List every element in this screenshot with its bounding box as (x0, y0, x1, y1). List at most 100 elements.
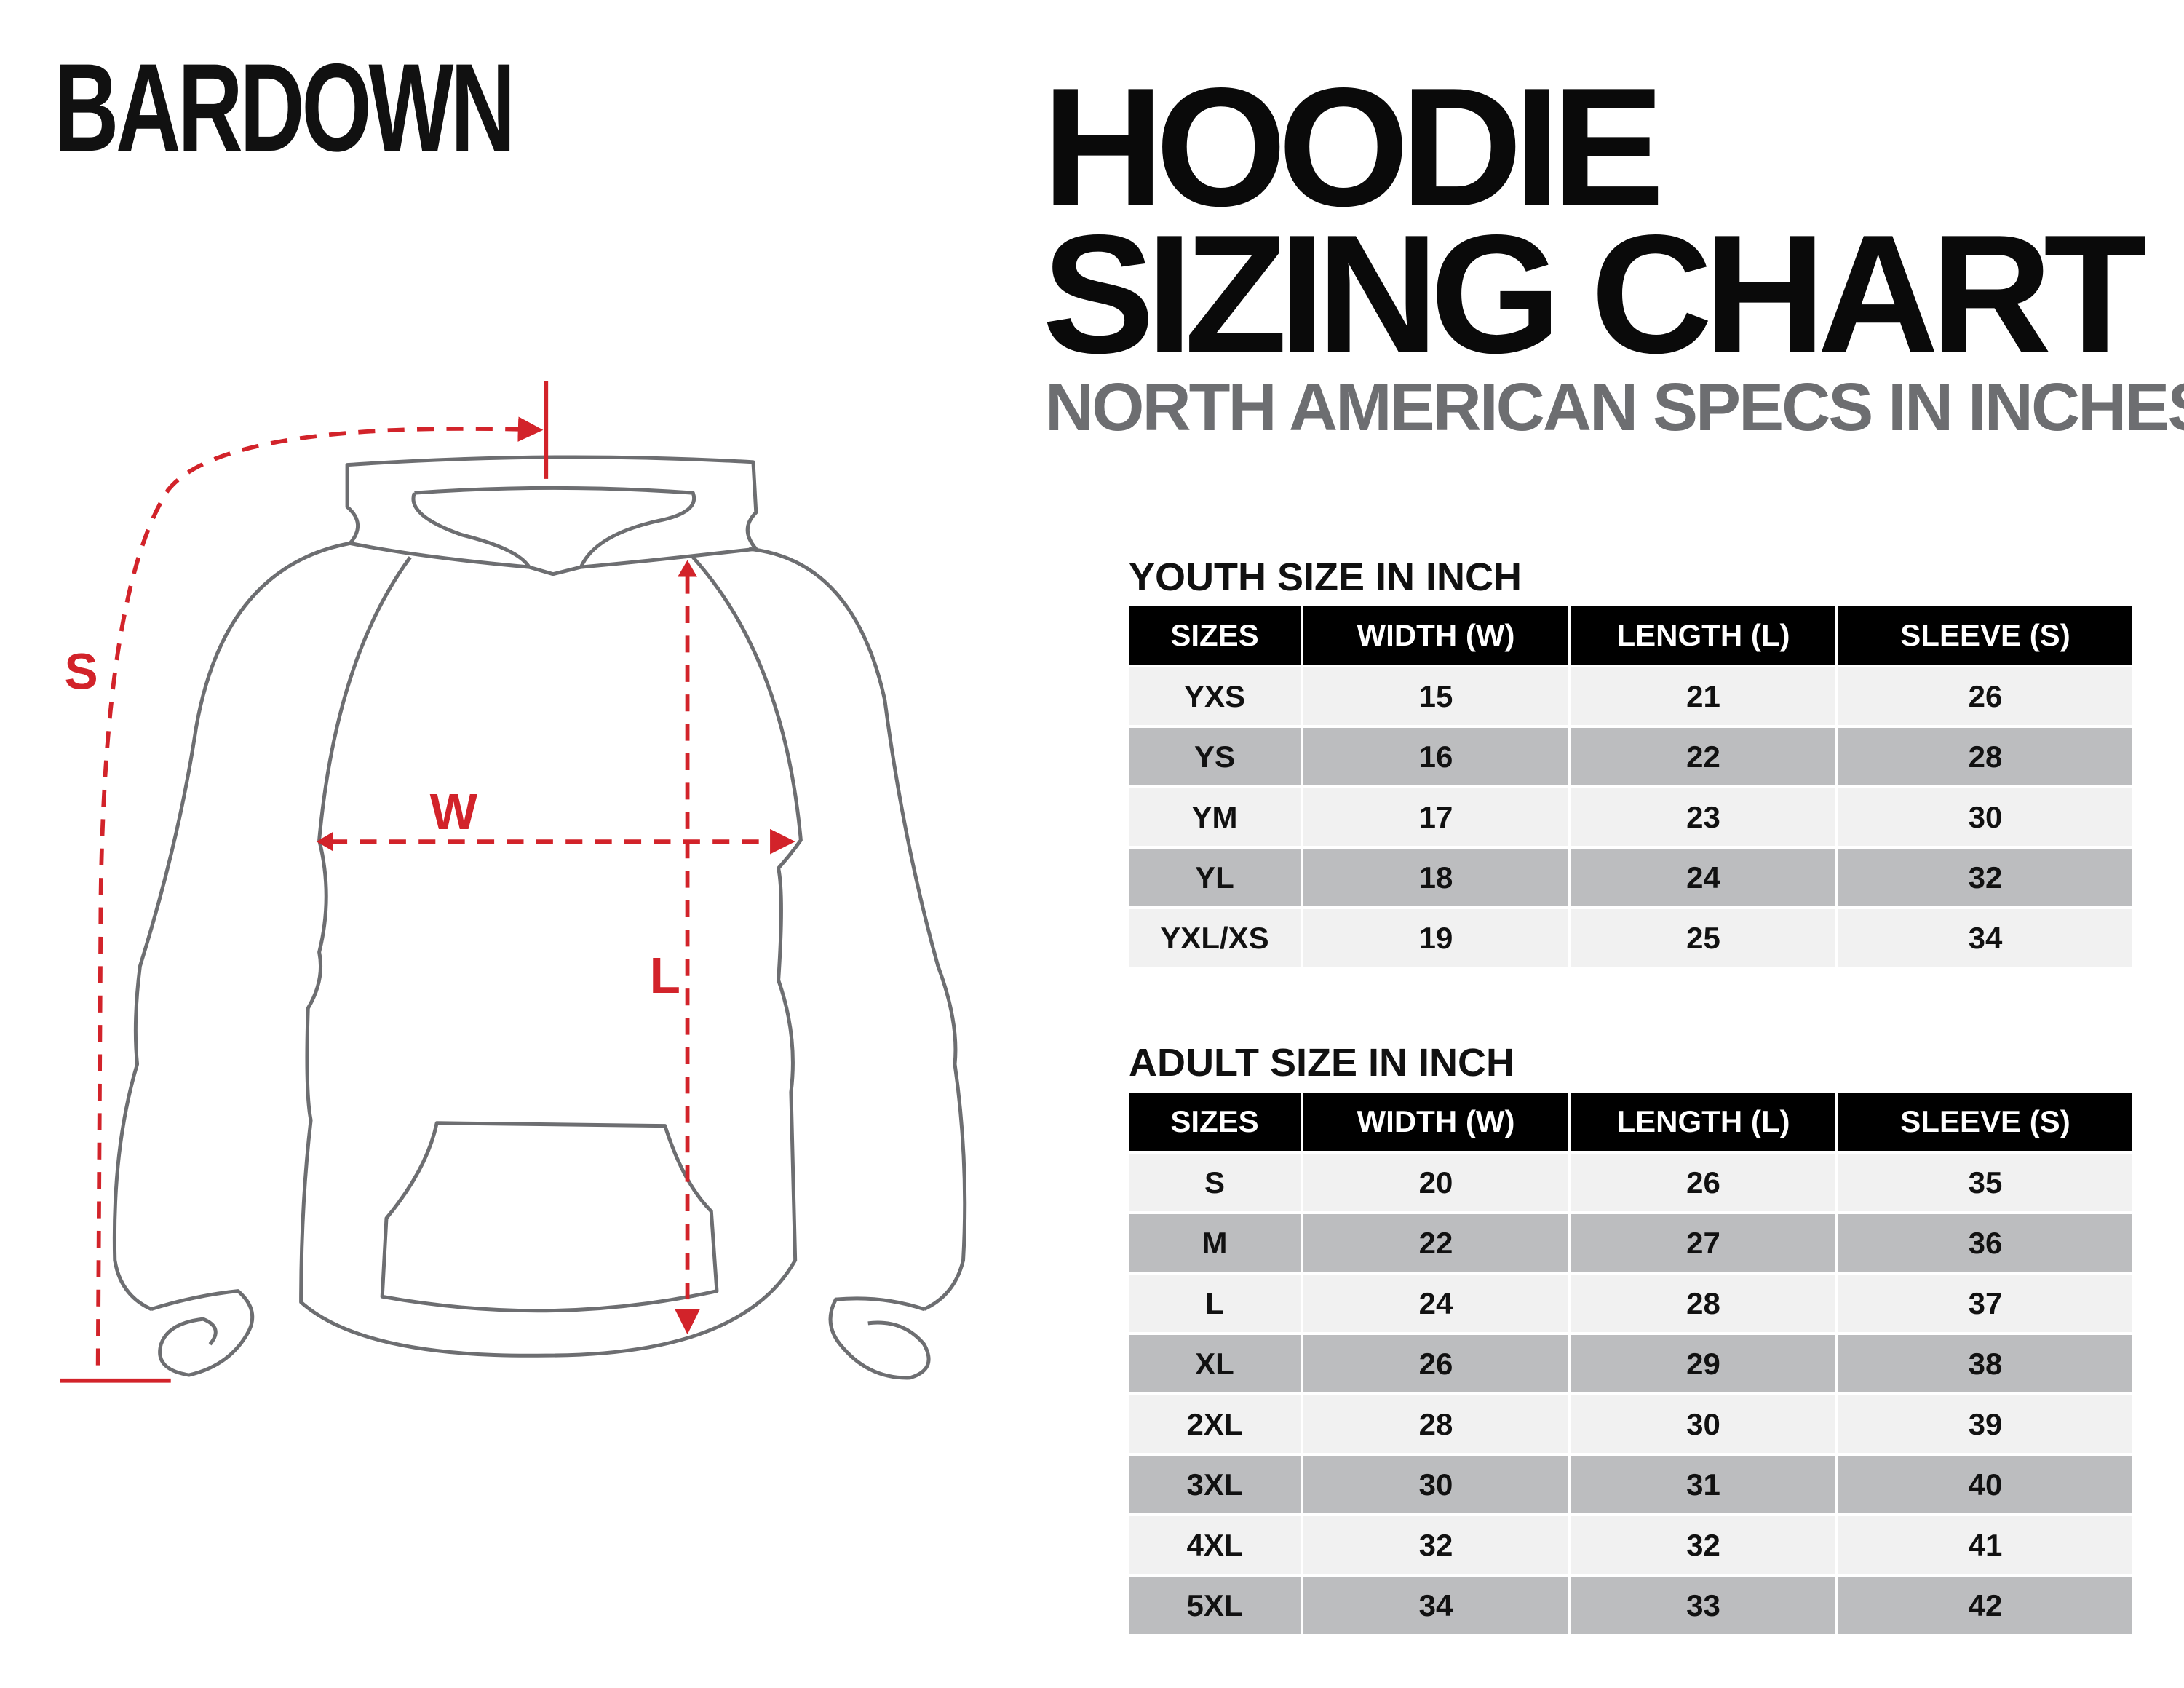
table-cell: 34 (1303, 1577, 1568, 1634)
table-cell: 28 (1303, 1395, 1568, 1453)
table-cell: 21 (1571, 667, 1835, 725)
adult-table-title: ADULT SIZE IN INCH (1129, 1041, 1514, 1085)
column-header: SLEEVE (S) (1838, 606, 2132, 665)
table-cell: 17 (1303, 788, 1568, 846)
measurement-guides (60, 381, 795, 1383)
table-cell: 33 (1571, 1577, 1835, 1634)
size-cell: YXL/XS (1129, 909, 1301, 967)
page-subtitle: NORTH AMERICAN SPECS IN INCHES (1045, 369, 2184, 445)
column-header: LENGTH (L) (1571, 606, 1835, 665)
sleeve-label: S (65, 643, 98, 700)
table-row: YM 17 23 30 (1129, 788, 2132, 846)
size-cell: 5XL (1129, 1577, 1301, 1634)
table-cell: 19 (1303, 909, 1568, 967)
table-cell: 30 (1571, 1395, 1835, 1453)
table-cell: 30 (1303, 1456, 1568, 1513)
sleeve-measure-line (95, 416, 544, 1366)
table-cell: 40 (1838, 1456, 2132, 1513)
table-row: YXL/XS 19 25 34 (1129, 909, 2132, 967)
column-header: WIDTH (W) (1303, 1093, 1568, 1151)
table-header-row: SIZES WIDTH (W) LENGTH (L) SLEEVE (S) (1129, 1093, 2132, 1151)
table-row: YL 18 24 32 (1129, 849, 2132, 906)
table-cell: 22 (1571, 728, 1835, 785)
pocket (380, 1121, 719, 1313)
table-cell: 24 (1303, 1275, 1568, 1332)
table-cell: 36 (1838, 1214, 2132, 1272)
table-cell: 23 (1571, 788, 1835, 846)
youth-table-title: YOUTH SIZE IN INCH (1129, 555, 1522, 599)
column-header: LENGTH (L) (1571, 1093, 1835, 1151)
table-cell: 15 (1303, 667, 1568, 725)
page-title-line1: HOODIE (1042, 53, 1664, 242)
bardown-logo: BARDOWN (54, 38, 515, 178)
hood-outer (345, 455, 758, 576)
adult-size-table: SIZES WIDTH (W) LENGTH (L) SLEEVE (S) S 20 26 3… (1126, 1090, 2135, 1637)
table-cell: 28 (1838, 728, 2132, 785)
table-cell: 37 (1838, 1275, 2132, 1332)
table-cell: 24 (1571, 849, 1835, 906)
table-cell: 30 (1838, 788, 2132, 846)
table-cell: 28 (1571, 1275, 1835, 1332)
table-cell: 42 (1838, 1577, 2132, 1634)
hood-opening (411, 486, 696, 568)
table-cell: 26 (1838, 667, 2132, 725)
size-cell: YXS (1129, 667, 1301, 725)
size-cell: 4XL (1129, 1516, 1301, 1574)
table-cell: 26 (1303, 1335, 1568, 1392)
table-row: 2XL 28 30 39 (1129, 1395, 2132, 1453)
right-sleeve (748, 547, 967, 1311)
table-row: YXS 15 21 26 (1129, 667, 2132, 725)
size-cell: 3XL (1129, 1456, 1301, 1513)
table-cell: 32 (1303, 1516, 1568, 1574)
table-cell: 25 (1571, 909, 1835, 967)
body (299, 555, 803, 1358)
table-header-row: SIZES WIDTH (W) LENGTH (L) SLEEVE (S) (1129, 606, 2132, 665)
column-header: SLEEVE (S) (1838, 1093, 2132, 1151)
table-row: 5XL 34 33 42 (1129, 1577, 2132, 1634)
table-cell: 34 (1838, 909, 2132, 967)
table-cell: 35 (1838, 1154, 2132, 1211)
column-header: SIZES (1129, 1093, 1301, 1151)
table-cell: 16 (1303, 728, 1568, 785)
column-header: SIZES (1129, 606, 1301, 665)
table-cell: 32 (1571, 1516, 1835, 1574)
table-row: YS 16 22 28 (1129, 728, 2132, 785)
width-left-arrow (316, 831, 333, 852)
table-cell: 41 (1838, 1516, 2132, 1574)
right-cuff (828, 1296, 931, 1380)
length-label: L (650, 947, 680, 1004)
size-cell: L (1129, 1275, 1301, 1332)
size-cell: M (1129, 1214, 1301, 1272)
table-cell: 22 (1303, 1214, 1568, 1272)
table-cell: 27 (1571, 1214, 1835, 1272)
table-cell: 20 (1303, 1154, 1568, 1211)
left-sleeve (112, 541, 351, 1311)
table-row: 3XL 30 31 40 (1129, 1456, 2132, 1513)
table-cell: 26 (1571, 1154, 1835, 1211)
size-cell: S (1129, 1154, 1301, 1211)
length-top-arrow (678, 560, 698, 577)
column-header: WIDTH (W) (1303, 606, 1568, 665)
hoodie-outline (112, 455, 967, 1380)
table-row: 4XL 32 32 41 (1129, 1516, 2132, 1574)
table-cell: 39 (1838, 1395, 2132, 1453)
table-cell: 38 (1838, 1335, 2132, 1392)
table-row: S 20 26 35 (1129, 1154, 2132, 1211)
size-cell: XL (1129, 1335, 1301, 1392)
table-cell: 32 (1838, 849, 2132, 906)
table-cell: 18 (1303, 849, 1568, 906)
youth-size-table: SIZES WIDTH (W) LENGTH (L) SLEEVE (S) YXS 15 2… (1126, 603, 2135, 970)
table-row: XL 26 29 38 (1129, 1335, 2132, 1392)
table-row: M 22 27 36 (1129, 1214, 2132, 1272)
table-cell: 31 (1571, 1456, 1835, 1513)
left-cuff (151, 1289, 255, 1377)
page-title-line2: SIZING CHART (1042, 200, 2147, 389)
size-cell: YS (1129, 728, 1301, 785)
table-row: L 24 28 37 (1129, 1275, 2132, 1332)
width-label: W (430, 783, 478, 840)
size-cell: 2XL (1129, 1395, 1301, 1453)
size-cell: YL (1129, 849, 1301, 906)
size-cell: YM (1129, 788, 1301, 846)
table-cell: 29 (1571, 1335, 1835, 1392)
